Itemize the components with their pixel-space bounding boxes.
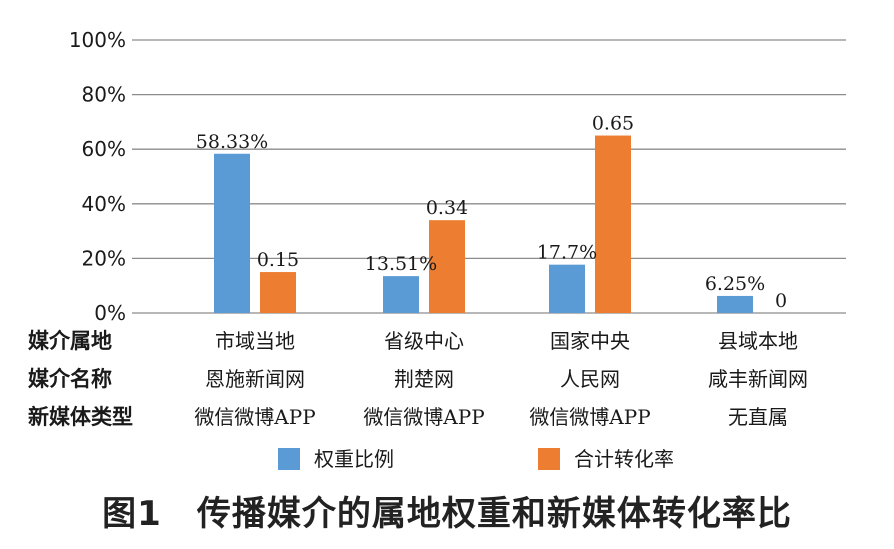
legend-swatch xyxy=(538,448,560,470)
table-cell: 咸丰新闻网 xyxy=(708,367,808,391)
bar-weight-3 xyxy=(717,295,753,313)
table-cell: 省级中心 xyxy=(384,329,464,353)
bar-weight-0 xyxy=(214,153,250,313)
table-row-header: 媒介名称 xyxy=(28,367,112,391)
legend-label: 权重比例 xyxy=(314,447,394,471)
y-axis-ticks: 0% 20% 40% 60% 80% 100% xyxy=(69,28,126,325)
data-label: 17.7% xyxy=(537,242,597,264)
table-cell: 微信微博APP xyxy=(363,405,484,429)
table-cell: 市域当地 xyxy=(215,329,295,353)
table-cell: 荆楚网 xyxy=(394,367,454,391)
data-labels: 58.33% 13.51% 17.7% 6.25% 0.15 0.34 0.65 0 xyxy=(196,113,787,312)
data-label: 0.15 xyxy=(257,249,299,271)
y-tick-label: 80% xyxy=(82,83,126,107)
data-label: 58.33% xyxy=(196,131,268,153)
table-cell: 人民网 xyxy=(560,367,620,391)
y-tick-label: 40% xyxy=(82,192,126,216)
table-cell: 恩施新闻网 xyxy=(205,367,305,391)
y-tick-label: 60% xyxy=(82,137,126,161)
table-cell: 国家中央 xyxy=(550,329,630,353)
legend: 权重比例 合计转化率 xyxy=(278,447,674,471)
bar-weight-1 xyxy=(383,276,419,313)
data-label: 6.25% xyxy=(705,273,765,295)
legend-label: 合计转化率 xyxy=(574,447,674,471)
data-label: 13.51% xyxy=(365,253,437,275)
bar-conversion-0 xyxy=(260,272,296,313)
y-tick-label: 100% xyxy=(69,28,126,52)
table-row-header: 新媒体类型 xyxy=(28,405,133,429)
y-tick-label: 20% xyxy=(82,246,126,270)
bar-conversion-1 xyxy=(429,220,465,313)
legend-swatch xyxy=(278,448,300,470)
table-cell: 无直属 xyxy=(728,405,788,429)
chart: 0% 20% 40% 60% 80% 100% 58.33% 13.51% 17.7% 6.25… xyxy=(28,28,846,471)
bars xyxy=(214,135,753,313)
table-cell: 县域本地 xyxy=(718,329,798,353)
table-cell: 微信微博APP xyxy=(194,405,315,429)
bar-conversion-2 xyxy=(595,135,631,313)
data-label: 0.34 xyxy=(426,197,468,219)
y-tick-label: 0% xyxy=(94,301,126,325)
table-cell: 微信微博APP xyxy=(529,405,650,429)
data-label: 0.65 xyxy=(592,113,634,135)
table-row-header: 媒介属地 xyxy=(28,329,112,353)
data-label: 0 xyxy=(775,290,787,312)
figure-caption: 图1 传播媒介的属地权重和新媒体转化率比 xyxy=(102,494,792,534)
bar-weight-2 xyxy=(549,264,585,313)
